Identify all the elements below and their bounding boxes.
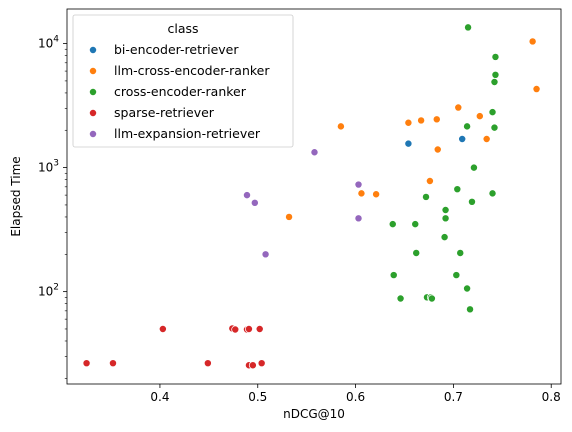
point-cross-encoder-ranker bbox=[464, 23, 473, 32]
legend-label-llm-expansion-retriever: llm-expansion-retriever bbox=[114, 126, 261, 141]
point-cross-encoder-ranker bbox=[389, 271, 398, 280]
point-cross-encoder-ranker bbox=[491, 52, 500, 61]
point-bi-encoder-retriever bbox=[404, 139, 413, 148]
point-llm-cross-encoder-ranker bbox=[404, 118, 413, 127]
point-llm-cross-encoder-ranker bbox=[372, 190, 381, 199]
point-llm-cross-encoder-ranker bbox=[425, 177, 434, 185]
point-cross-encoder-ranker bbox=[490, 78, 499, 86]
point-llm-cross-encoder-ranker bbox=[482, 135, 491, 143]
point-sparse-retriever bbox=[158, 324, 167, 333]
point-llm-expansion-retriever bbox=[243, 191, 251, 200]
point-cross-encoder-ranker bbox=[488, 189, 497, 198]
legend: class bi-encoder-retriever llm-cross-enco… bbox=[72, 14, 294, 148]
point-cross-encoder-ranker bbox=[453, 185, 462, 194]
point-cross-encoder-ranker bbox=[463, 284, 472, 293]
legend-marker-llm-cross-encoder-ranker bbox=[89, 67, 97, 75]
point-cross-encoder-ranker bbox=[463, 122, 472, 131]
point-cross-encoder-ranker bbox=[452, 271, 461, 280]
point-llm-cross-encoder-ranker bbox=[532, 85, 541, 94]
axes-frame bbox=[66, 8, 562, 385]
point-cross-encoder-ranker bbox=[469, 163, 478, 172]
point-cross-encoder-ranker bbox=[422, 192, 430, 201]
legend-label-sparse-retriever: sparse-retriever bbox=[114, 105, 215, 120]
y-tick-label: 102 bbox=[38, 283, 59, 299]
point-cross-encoder-ranker bbox=[440, 233, 449, 242]
point-sparse-retriever bbox=[257, 359, 266, 368]
point-llm-expansion-retriever bbox=[354, 180, 363, 189]
x-axis-label: nDCG@10 bbox=[283, 407, 345, 421]
point-cross-encoder-ranker bbox=[456, 248, 465, 257]
point-llm-cross-encoder-ranker bbox=[417, 116, 426, 125]
data-points bbox=[82, 23, 541, 370]
point-cross-encoder-ranker bbox=[491, 70, 500, 79]
point-sparse-retriever bbox=[109, 359, 117, 368]
legend-label-bi-encoder-retriever: bi-encoder-retriever bbox=[114, 42, 239, 57]
y-axis-ticks: 102 103 104 bbox=[38, 35, 67, 379]
point-cross-encoder-ranker bbox=[466, 305, 475, 314]
point-cross-encoder-ranker bbox=[388, 220, 397, 229]
y-tick-label: 104 bbox=[38, 35, 59, 51]
point-llm-cross-encoder-ranker bbox=[357, 189, 366, 198]
legend-marker-bi-encoder-retriever bbox=[89, 46, 97, 54]
point-sparse-retriever bbox=[255, 324, 264, 333]
x-axis-ticks: 0.4 0.5 0.6 0.7 0.8 bbox=[150, 384, 561, 404]
x-tick-label: 0.6 bbox=[346, 390, 365, 404]
legend-marker-llm-expansion-retriever bbox=[89, 130, 97, 138]
point-bi-encoder-retriever bbox=[458, 135, 467, 143]
point-cross-encoder-ranker bbox=[396, 294, 405, 303]
point-cross-encoder-ranker bbox=[411, 220, 420, 229]
point-llm-cross-encoder-ranker bbox=[433, 145, 442, 154]
x-tick-label: 0.7 bbox=[444, 390, 463, 404]
point-sparse-retriever bbox=[248, 361, 257, 370]
point-llm-cross-encoder-ranker bbox=[285, 212, 294, 221]
point-llm-expansion-retriever bbox=[354, 214, 363, 223]
point-llm-cross-encoder-ranker bbox=[528, 37, 537, 46]
legend-label-cross-encoder-ranker: cross-encoder-ranker bbox=[114, 84, 247, 99]
point-sparse-retriever bbox=[244, 324, 253, 333]
x-tick-label: 0.8 bbox=[542, 390, 561, 404]
point-cross-encoder-ranker bbox=[412, 248, 421, 257]
point-cross-encoder-ranker bbox=[427, 294, 436, 303]
point-sparse-retriever bbox=[82, 359, 91, 368]
point-cross-encoder-ranker bbox=[490, 123, 499, 132]
point-llm-expansion-retriever bbox=[261, 250, 270, 259]
point-llm-cross-encoder-ranker bbox=[336, 122, 345, 131]
point-cross-encoder-ranker bbox=[441, 214, 450, 223]
point-cross-encoder-ranker bbox=[441, 206, 450, 214]
y-tick-label: 103 bbox=[38, 159, 59, 175]
x-tick-label: 0.4 bbox=[150, 390, 169, 404]
point-llm-expansion-retriever bbox=[310, 148, 319, 157]
point-sparse-retriever bbox=[231, 325, 240, 334]
point-llm-cross-encoder-ranker bbox=[475, 112, 484, 121]
x-tick-label: 0.5 bbox=[248, 390, 267, 404]
point-llm-cross-encoder-ranker bbox=[454, 103, 463, 112]
legend-title: class bbox=[167, 21, 198, 36]
legend-label-llm-cross-encoder-ranker: llm-cross-encoder-ranker bbox=[114, 63, 270, 78]
point-sparse-retriever bbox=[203, 359, 212, 368]
legend-items: bi-encoder-retriever llm-cross-encoder-ra… bbox=[89, 42, 270, 141]
point-cross-encoder-ranker bbox=[488, 108, 497, 117]
point-llm-cross-encoder-ranker bbox=[432, 115, 441, 124]
point-llm-expansion-retriever bbox=[250, 198, 259, 207]
y-axis-label: Elapsed Time bbox=[9, 156, 23, 236]
legend-marker-sparse-retriever bbox=[89, 109, 97, 117]
legend-box bbox=[72, 14, 294, 148]
point-cross-encoder-ranker bbox=[468, 197, 476, 206]
legend-marker-cross-encoder-ranker bbox=[89, 88, 97, 96]
